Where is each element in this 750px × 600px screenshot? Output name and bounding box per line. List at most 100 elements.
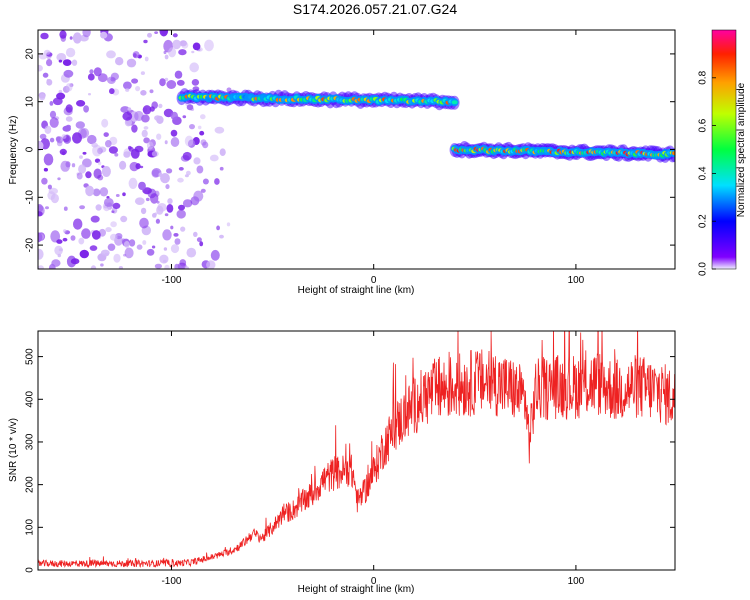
noise-blob: [166, 168, 173, 174]
noise-blob: [103, 197, 114, 207]
noise-blob: [159, 254, 169, 264]
spectrogram-lines: [176, 88, 675, 163]
noise-blob: [170, 137, 180, 147]
noise-blob: [128, 177, 138, 189]
noise-blob: [132, 51, 140, 59]
noise-blob: [71, 59, 78, 66]
noise-blob: [200, 188, 206, 193]
colorbar-gradient: [711, 29, 737, 270]
noise-blob: [62, 237, 68, 242]
noise-blob: [110, 221, 117, 228]
noise-blob: [111, 210, 115, 213]
colorbar: 0.0 0.2 0.4 0.6 0.8 Normalized spectral ampl…: [698, 29, 747, 276]
noise-blob: [139, 165, 144, 169]
noise-blob: [177, 177, 184, 183]
colorbar-tick-label: 0.6: [698, 118, 709, 132]
noise-blob: [182, 115, 187, 119]
noise-blob: [156, 133, 162, 140]
noise-blob: [129, 161, 139, 172]
noise-blob: [72, 132, 82, 144]
noise-blob: [149, 89, 154, 94]
noise-blob: [141, 129, 148, 138]
noise-blob: [219, 166, 224, 171]
noise-blob: [82, 151, 87, 155]
colorbar-label: Normalized spectral amplitude: [736, 82, 747, 217]
noise-blob: [115, 194, 120, 197]
noise-blob: [46, 79, 53, 86]
noise-blob: [56, 53, 67, 62]
noise-blob: [38, 232, 43, 243]
noise-blob: [43, 167, 49, 172]
noise-blob: [136, 244, 143, 250]
noise-blob: [95, 204, 102, 211]
noise-blob: [115, 57, 124, 66]
noise-blob: [60, 34, 67, 42]
noise-blob: [63, 69, 74, 78]
noise-blob: [145, 197, 150, 202]
noise-blob: [159, 78, 166, 87]
noise-blob: [156, 200, 160, 204]
noise-blob: [42, 72, 49, 78]
noise-blob: [49, 101, 54, 106]
noise-blob: [214, 126, 225, 134]
noise-blob: [219, 148, 226, 156]
noise-blob: [181, 41, 189, 49]
noise-blob: [48, 263, 56, 269]
noise-blob: [100, 31, 108, 39]
noise-blob: [92, 188, 101, 197]
noise-blob: [57, 253, 62, 258]
noise-blob: [71, 163, 76, 168]
noise-blob: [168, 47, 177, 58]
noise-blob: [47, 184, 53, 190]
noise-blob: [93, 67, 102, 77]
colorbar-tick-label: 0.0: [698, 262, 709, 276]
noise-blob: [79, 249, 90, 259]
noise-blob: [110, 233, 118, 241]
noise-blob: [38, 211, 43, 217]
snr-ticks: -100 0 100 0 100 200 300 400 500: [25, 331, 675, 587]
noise-blob: [104, 252, 109, 257]
noise-blob: [147, 32, 152, 38]
noise-blob: [65, 83, 73, 92]
noise-blob: [120, 106, 130, 113]
noise-blob: [143, 126, 149, 130]
noise-blob: [107, 243, 116, 251]
noise-blob: [178, 204, 185, 211]
spectrogram-ytick-label: -10: [25, 190, 36, 205]
noise-blob: [114, 153, 119, 157]
noise-blob: [92, 144, 102, 157]
noise-blob: [170, 225, 174, 230]
noise-blob: [79, 205, 85, 210]
noise-blob: [122, 111, 133, 121]
noise-blob: [191, 79, 200, 86]
noise-blob: [44, 49, 51, 55]
noise-blob: [38, 248, 44, 260]
noise-blob: [127, 107, 132, 111]
noise-blob: [65, 124, 71, 129]
noise-blob: [128, 146, 134, 152]
noise-blob: [182, 199, 193, 208]
noise-blob: [139, 217, 149, 229]
noise-blob: [209, 154, 219, 162]
noise-blob: [174, 70, 183, 79]
noise-blob: [193, 231, 198, 237]
noise-blob: [70, 258, 80, 265]
noise-blob: [214, 178, 220, 185]
noise-blob: [39, 93, 46, 101]
noise-blob: [38, 64, 43, 72]
noise-blob: [88, 93, 91, 96]
noise-blob: [120, 215, 128, 223]
noise-blob: [122, 192, 126, 197]
spectrogram-xtick-label: 100: [568, 275, 585, 286]
noise-blob: [85, 171, 92, 179]
noise-blob: [151, 150, 159, 157]
noise-blob: [140, 71, 145, 75]
noise-blob: [78, 164, 87, 174]
noise-blob: [106, 50, 116, 59]
noise-blob: [178, 49, 187, 56]
noise-blob: [99, 187, 109, 197]
noise-blob: [146, 248, 155, 256]
noise-blob: [50, 230, 61, 243]
spectral-line-2-core: [672, 151, 675, 156]
noise-blob: [49, 117, 59, 128]
